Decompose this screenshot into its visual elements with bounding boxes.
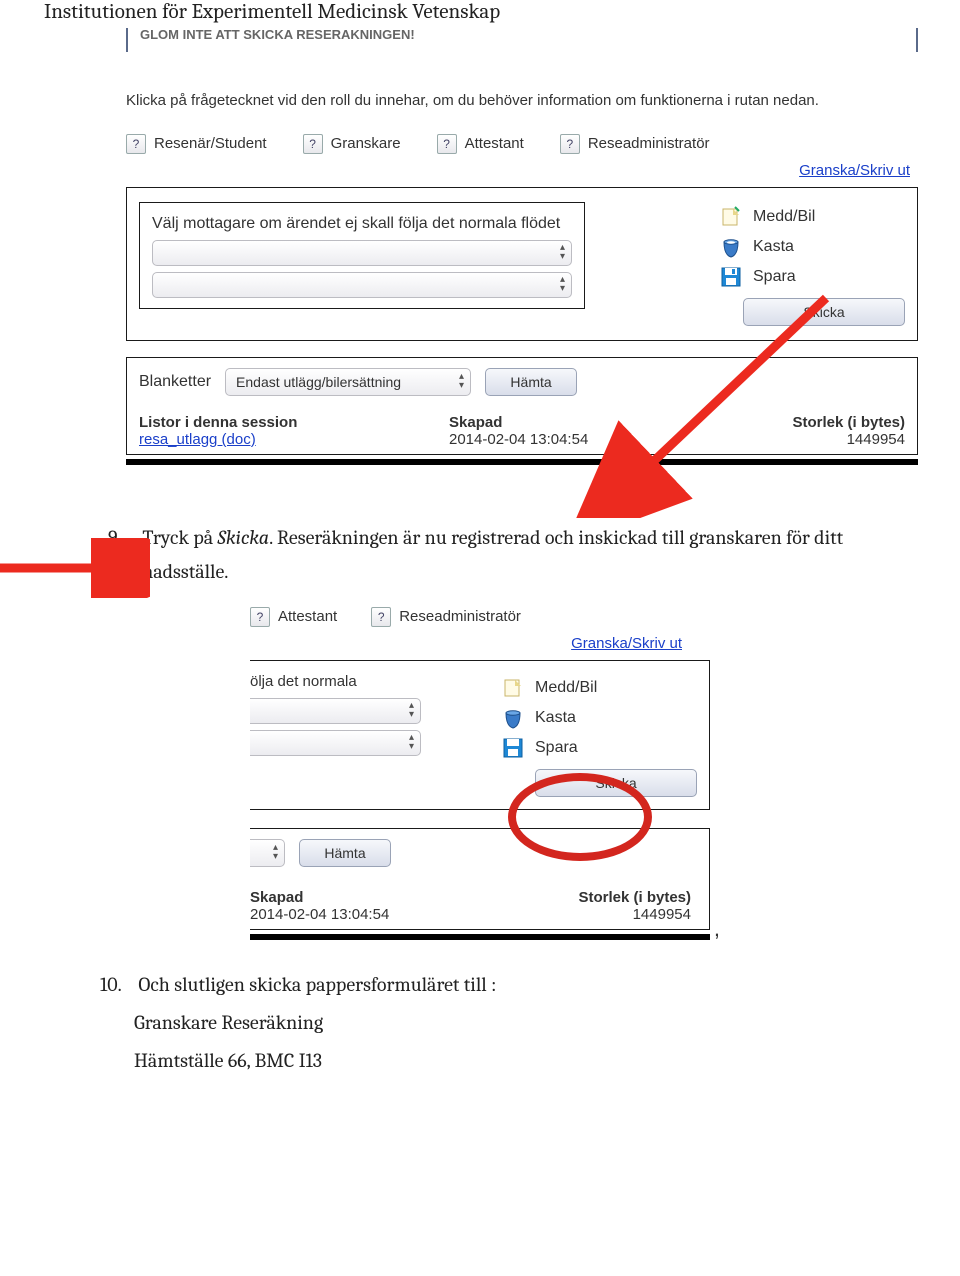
action-spara[interactable]: Spara [719, 262, 905, 292]
recipient-panel: Välj mottagare om ärendet ej skall följa… [126, 187, 918, 341]
cell-storlek: 1449954 [709, 431, 905, 448]
intro-text: Klicka på frågetecknet vid den roll du i… [126, 90, 918, 112]
col-listor: Listor i denna session [139, 414, 449, 431]
step-number: 9. [108, 521, 138, 555]
hamta-button[interactable]: Hämta [485, 368, 577, 396]
action-label: Kasta [753, 238, 794, 256]
action-label: Medd/Bil [535, 679, 597, 697]
annotation-circle-skicka [508, 773, 652, 861]
action-medd[interactable]: Medd/Bil [501, 673, 697, 703]
help-icon[interactable]: ? [560, 134, 580, 154]
action-kasta[interactable]: Kasta [501, 703, 697, 733]
role-label: Reseadministratör [588, 135, 710, 152]
granska-link[interactable]: Granska/Skriv ut [126, 162, 910, 179]
step-text: Tryck på [142, 526, 217, 549]
trash-icon [719, 235, 743, 259]
help-icon[interactable]: ? [371, 607, 391, 627]
col-storlek: Storlek (i bytes) [470, 889, 697, 906]
col-storlek: Storlek (i bytes) [709, 414, 905, 431]
reminder-bar: GLOM INTE ATT SKICKA RESERAKNINGEN! [126, 28, 918, 52]
screenshot-1: GLOM INTE ATT SKICKA RESERAKNINGEN! Klic… [126, 28, 918, 465]
note-icon [501, 676, 525, 700]
help-icon[interactable]: ? [250, 607, 270, 627]
action-label: Spara [535, 739, 578, 757]
cell-storlek: 1449954 [470, 906, 697, 923]
blanketter-select-partial[interactable]: ▴▾ [250, 839, 285, 867]
recipient-panel-2: ölja det normala ▴▾ ▴▾ Medd/Bil Kasta [250, 660, 710, 810]
role-attestant: ? Attestant [437, 134, 524, 154]
save-icon [719, 265, 743, 289]
action-medd[interactable]: Medd/Bil [719, 202, 905, 232]
granska-link[interactable]: Granska/Skriv ut [250, 635, 682, 652]
actions-list: Medd/Bil Kasta Spara Skicka [719, 202, 905, 326]
step-10: 10. Och slutligen skicka pappersformulär… [100, 966, 890, 1004]
role-attestant: ? Attestant [250, 607, 337, 627]
help-icon[interactable]: ? [126, 134, 146, 154]
cell-skapad: 2014-02-04 13:04:54 [449, 431, 709, 448]
trash-icon [501, 706, 525, 730]
cell-skapad: 2014-02-04 13:04:54 [250, 906, 470, 923]
step-10-line1: Och slutligen skicka pappersformuläret t… [138, 973, 496, 996]
note-icon [719, 205, 743, 229]
role-label: Attestant [278, 608, 337, 625]
roles-row: ? Resenär/Student ? Granskare ? Attestant ?… [126, 134, 918, 154]
trailing-comma: , [714, 916, 720, 942]
col-skapad: Skapad [449, 414, 709, 431]
step-10-line3: Hämtställe 66, BMC I13 [134, 1042, 960, 1080]
session-table-header-2: Skapad Storlek (i bytes) [250, 889, 697, 906]
recipient-select-1[interactable]: ▴▾ [152, 240, 572, 266]
action-spara[interactable]: Spara [501, 733, 697, 763]
role-granskare: ? Granskare [303, 134, 401, 154]
blanketter-panel: Blanketter Endast utlägg/bilersättning▴▾… [126, 357, 918, 455]
select-value: Endast utlägg/bilersättning [236, 374, 401, 390]
recipient-left: ölja det normala ▴▾ ▴▾ [250, 673, 450, 797]
partial-label: ölja det normala [250, 673, 450, 690]
roles-row-2: ? Attestant ? Reseadministratör [250, 607, 710, 627]
action-label: Medd/Bil [753, 208, 815, 226]
session-table-row-2: 2014-02-04 13:04:54 1449954 [250, 906, 697, 923]
recipient-label: Välj mottagare om ärendet ej skall följa… [152, 213, 572, 235]
skicka-button[interactable]: Skicka [743, 298, 905, 326]
action-label: Spara [753, 268, 796, 286]
save-icon [501, 736, 525, 760]
thick-rule [250, 934, 710, 940]
page-header: Institutionen för Experimentell Medicins… [44, 0, 960, 24]
role-reseadmin: ? Reseadministratör [560, 134, 710, 154]
recipient-select-2[interactable]: ▴▾ [152, 272, 572, 298]
hamta-button[interactable]: Hämta [299, 839, 391, 867]
thick-rule [126, 459, 918, 465]
recipient-box: Välj mottagare om ärendet ej skall följa… [139, 202, 585, 310]
col-skapad: Skapad [250, 889, 470, 906]
role-resenar: ? Resenär/Student [126, 134, 267, 154]
blanketter-panel-2: ▴▾ Hämta Skapad Storlek (i bytes) 2014-0… [250, 828, 710, 930]
blanketter-label: Blanketter [139, 373, 211, 391]
step-10-line2: Granskare Reseräkning [134, 1004, 960, 1042]
help-icon[interactable]: ? [303, 134, 323, 154]
action-kasta[interactable]: Kasta [719, 232, 905, 262]
step-9: 9. Tryck på Skicka. Reseräkningen är nu … [108, 521, 890, 589]
role-label: Attestant [465, 135, 524, 152]
file-link[interactable]: resa_utlagg (doc) [139, 431, 256, 448]
role-label: Granskare [331, 135, 401, 152]
step-em: Skicka [218, 526, 270, 549]
help-icon[interactable]: ? [437, 134, 457, 154]
action-label: Kasta [535, 709, 576, 727]
role-reseadmin: ? Reseadministratör [371, 607, 521, 627]
blanketter-select[interactable]: Endast utlägg/bilersättning▴▾ [225, 368, 471, 396]
recipient-select-1[interactable]: ▴▾ [250, 698, 421, 724]
screenshot-2: ? Attestant ? Reseadministratör Granska/Sk… [250, 607, 710, 940]
recipient-select-2[interactable]: ▴▾ [250, 730, 421, 756]
role-label: Reseadministratör [399, 608, 521, 625]
role-label: Resenär/Student [154, 135, 267, 152]
session-table-row: resa_utlagg (doc) 2014-02-04 13:04:54 14… [139, 431, 905, 448]
step-number: 10. [100, 966, 134, 1004]
session-table-header: Listor i denna session Skapad Storlek (i… [139, 414, 905, 431]
